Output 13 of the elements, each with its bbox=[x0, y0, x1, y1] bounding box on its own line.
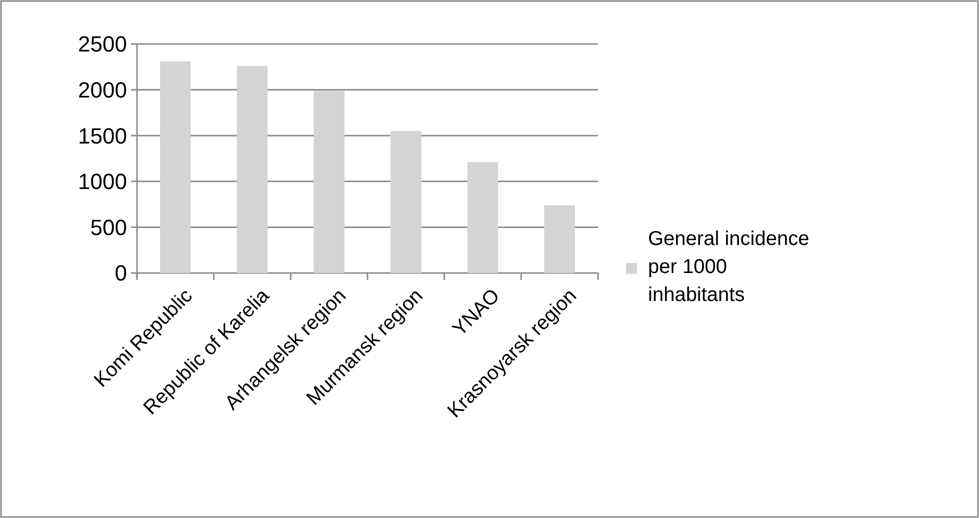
y-tick-label: 2500 bbox=[78, 32, 127, 57]
bar bbox=[467, 162, 498, 273]
y-tick-label: 0 bbox=[114, 260, 127, 286]
bar bbox=[236, 66, 268, 273]
bar bbox=[390, 131, 422, 273]
y-tick-label: 1500 bbox=[78, 123, 127, 148]
legend-label: General incidence per 1000 inhabitants bbox=[648, 228, 810, 306]
bar bbox=[314, 90, 344, 273]
bar bbox=[160, 61, 191, 273]
y-tick-label: 1000 bbox=[78, 169, 127, 194]
y-tick-label: 500 bbox=[90, 214, 127, 240]
bar bbox=[544, 205, 575, 273]
y-tick-label: 2000 bbox=[78, 78, 127, 102]
